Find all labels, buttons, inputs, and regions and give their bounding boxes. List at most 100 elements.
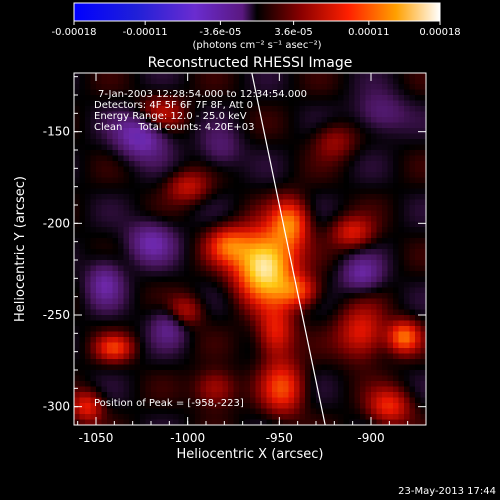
heatmap-cell [96, 397, 102, 404]
heatmap-cell [294, 194, 300, 200]
heatmap-cell [195, 150, 201, 156]
heatmap-cell [387, 100, 394, 107]
heatmap-cell [79, 155, 86, 162]
heatmap-cell [283, 139, 289, 145]
heatmap-cell [167, 161, 174, 167]
heatmap-cell [118, 276, 124, 283]
heatmap-cell [371, 78, 377, 85]
heatmap-cell [239, 254, 245, 261]
heatmap-cell [151, 419, 157, 425]
heatmap-cell [228, 243, 234, 250]
heatmap-cell [167, 139, 174, 145]
heatmap-cell [316, 238, 322, 244]
heatmap-cell [387, 95, 394, 101]
heatmap-cell [277, 309, 284, 316]
heatmap-cell [288, 117, 295, 123]
heatmap-cell [261, 370, 267, 376]
heatmap-cell [90, 122, 97, 129]
heatmap-cell [299, 353, 306, 360]
heatmap-cell [338, 150, 344, 156]
heatmap-cell [354, 309, 361, 316]
heatmap-cell [217, 199, 223, 206]
heatmap-cell [85, 183, 91, 189]
heatmap-cell [74, 331, 80, 338]
heatmap-cell [371, 265, 377, 272]
heatmap-cell [299, 397, 306, 404]
heatmap-cell [321, 95, 328, 101]
heatmap-cell [222, 287, 229, 294]
heatmap-cell [129, 397, 135, 404]
heatmap-cell [206, 188, 212, 195]
heatmap-cell [195, 89, 201, 96]
heatmap-cell [211, 304, 218, 310]
heatmap-cell [129, 216, 135, 222]
heatmap-cell [376, 249, 383, 255]
heatmap-cell [123, 381, 130, 387]
heatmap-cell [261, 199, 267, 206]
heatmap-cell [206, 227, 212, 233]
heatmap-cell [74, 320, 80, 327]
heatmap-cell [305, 397, 311, 404]
heatmap-cell [272, 139, 278, 145]
heatmap-cell [228, 210, 234, 217]
heatmap-cell [354, 84, 361, 90]
heatmap-cell [129, 133, 135, 140]
heatmap-cell [112, 232, 119, 239]
heatmap-cell [250, 232, 256, 239]
heatmap-cell [101, 408, 108, 415]
heatmap-cell [85, 117, 91, 123]
heatmap-cell [200, 364, 207, 371]
heatmap-cell [101, 249, 108, 255]
heatmap-cell [101, 155, 108, 162]
heatmap-cell [184, 78, 190, 85]
heatmap-cell [112, 254, 119, 261]
heatmap-cell [288, 111, 295, 118]
heatmap-cell [294, 254, 300, 261]
heatmap-cell [112, 78, 119, 85]
heatmap-cell [332, 342, 339, 349]
heatmap-cell [167, 271, 174, 277]
heatmap-cell [266, 210, 273, 217]
heatmap-cell [101, 315, 108, 321]
heatmap-cell [195, 95, 201, 101]
heatmap-cell [156, 375, 163, 382]
heatmap-cell [74, 100, 80, 107]
heatmap-cell [173, 183, 179, 189]
heatmap-cell [189, 309, 196, 316]
heatmap-cell [200, 381, 207, 387]
heatmap-cell [349, 276, 355, 283]
heatmap-cell [277, 364, 284, 371]
heatmap-cell [261, 260, 267, 266]
heatmap-cell [294, 177, 300, 184]
heatmap-cell [156, 419, 163, 425]
heatmap-cell [250, 403, 256, 409]
heatmap-cell [316, 199, 322, 206]
heatmap-cell [404, 265, 410, 272]
heatmap-cell [140, 386, 146, 393]
heatmap-cell [162, 210, 168, 217]
y-axis-ticks: -150-200-250-300 [43, 76, 426, 426]
heatmap-cell [321, 238, 328, 244]
heatmap-cell [74, 106, 80, 112]
heatmap-cell [112, 227, 119, 233]
heatmap-cell [277, 331, 284, 338]
heatmap-cell [189, 348, 196, 354]
heatmap-cell [288, 243, 295, 250]
heatmap-cell [189, 117, 196, 123]
heatmap-cell [239, 89, 245, 96]
heatmap-cell [173, 331, 179, 338]
heatmap-cell [244, 128, 251, 134]
heatmap-cell [211, 326, 218, 332]
heatmap-cell [173, 326, 179, 332]
heatmap-cell [376, 375, 383, 382]
heatmap-cell [167, 276, 174, 283]
heatmap-cell [151, 243, 157, 250]
heatmap-cell [255, 309, 262, 316]
heatmap-cell [349, 403, 355, 409]
heatmap-cell [404, 293, 410, 299]
heatmap-cell [349, 348, 355, 354]
heatmap-cell [283, 166, 289, 173]
heatmap-cell [299, 221, 306, 228]
heatmap-cell [316, 403, 322, 409]
heatmap-cell [195, 166, 201, 173]
